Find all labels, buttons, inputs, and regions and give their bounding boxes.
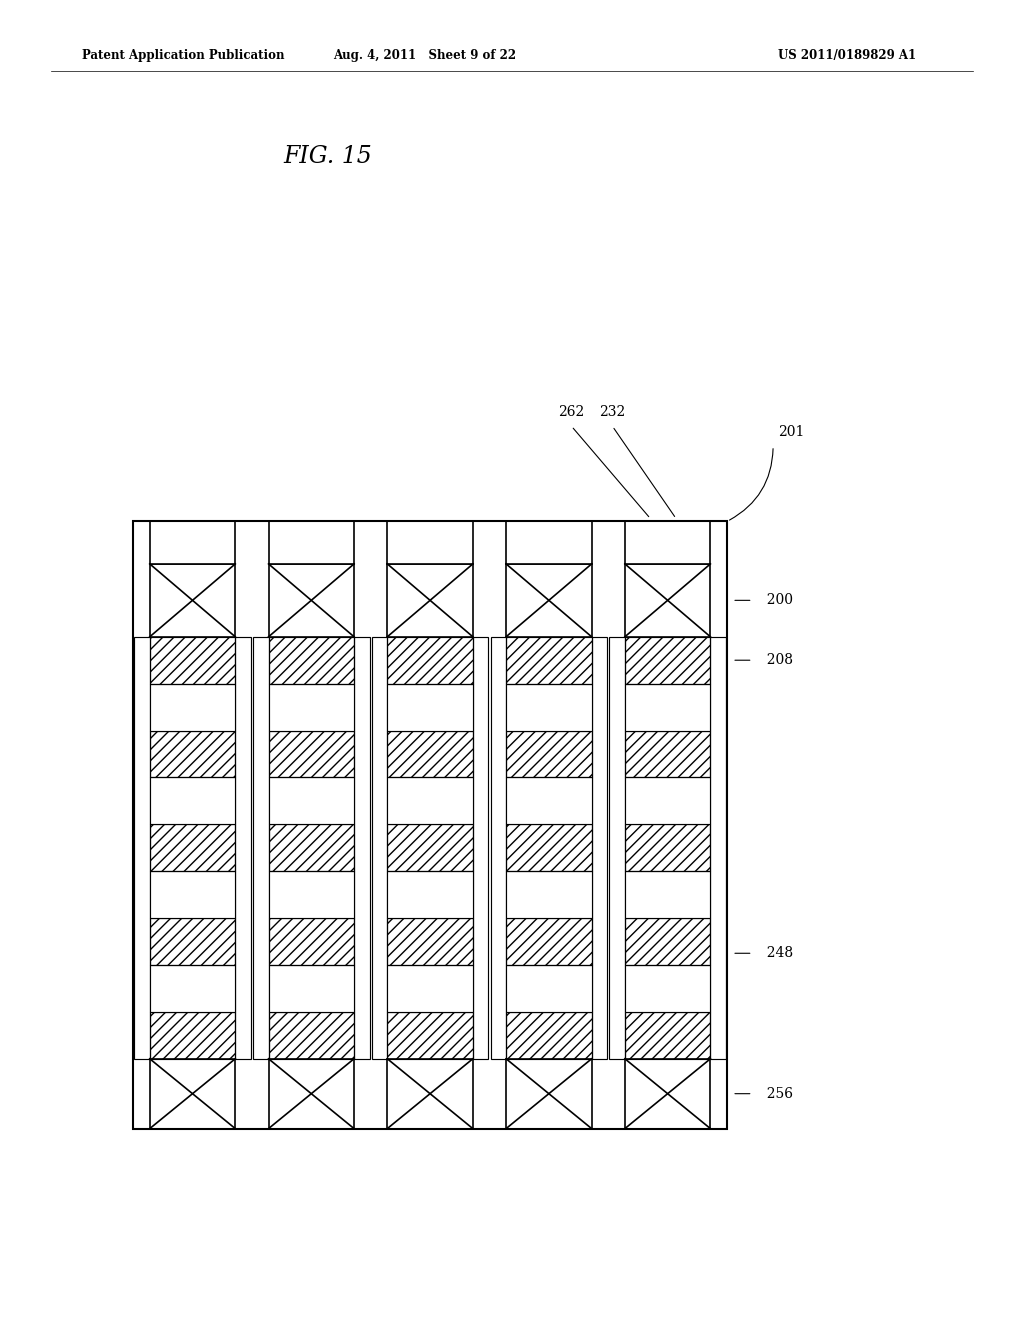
Bar (268, 636, 354, 684)
Text: US 2011/0189829 A1: US 2011/0189829 A1 (778, 49, 916, 62)
Bar (625, 871, 711, 919)
Bar (609, 636, 625, 1059)
Bar (268, 824, 354, 871)
Bar (592, 636, 607, 1059)
Bar (506, 824, 592, 871)
Bar (150, 919, 236, 965)
Bar (354, 636, 370, 1059)
Bar (625, 1012, 711, 1059)
Text: 262: 262 (558, 405, 585, 420)
Bar (387, 777, 473, 824)
Bar (150, 777, 236, 824)
Bar (387, 824, 473, 871)
Bar (625, 684, 711, 730)
Bar (506, 730, 592, 777)
Bar (625, 824, 711, 871)
Bar (473, 636, 488, 1059)
Bar (150, 871, 236, 919)
Text: 232: 232 (599, 405, 626, 420)
Bar (506, 871, 592, 919)
Bar (253, 636, 268, 1059)
Bar (625, 636, 711, 684)
Bar (387, 1059, 473, 1129)
Bar (268, 730, 354, 777)
Bar (150, 1012, 236, 1059)
Text: 201: 201 (778, 425, 805, 440)
Text: Patent Application Publication: Patent Application Publication (82, 49, 285, 62)
Bar (506, 965, 592, 1012)
Bar (625, 521, 711, 564)
Bar (625, 1059, 711, 1129)
Bar (268, 919, 354, 965)
Bar (387, 919, 473, 965)
Bar (387, 521, 473, 564)
Bar (150, 684, 236, 730)
Bar (268, 871, 354, 919)
Text: 256: 256 (758, 1086, 793, 1101)
Bar (268, 1059, 354, 1129)
Bar (387, 871, 473, 919)
Bar (150, 521, 236, 564)
Bar (387, 636, 473, 684)
Bar (506, 777, 592, 824)
Bar (387, 564, 473, 636)
Bar (268, 564, 354, 636)
Bar (150, 564, 236, 636)
Bar (387, 965, 473, 1012)
Bar (134, 636, 150, 1059)
Bar (506, 521, 592, 564)
Bar (150, 824, 236, 871)
Bar (372, 636, 387, 1059)
Text: 208: 208 (758, 653, 793, 667)
Bar (268, 684, 354, 730)
Bar (506, 919, 592, 965)
Bar (268, 521, 354, 564)
Bar (506, 636, 592, 684)
Bar (711, 636, 726, 1059)
Bar (236, 636, 251, 1059)
Text: 200: 200 (758, 593, 793, 607)
Bar (150, 1059, 236, 1129)
Bar (625, 730, 711, 777)
Bar (150, 730, 236, 777)
Bar (133, 521, 727, 1129)
Bar (625, 965, 711, 1012)
Bar (490, 636, 506, 1059)
Bar (268, 777, 354, 824)
Text: Aug. 4, 2011   Sheet 9 of 22: Aug. 4, 2011 Sheet 9 of 22 (334, 49, 516, 62)
Bar (268, 965, 354, 1012)
Bar (387, 684, 473, 730)
Bar (150, 636, 236, 684)
Text: FIG. 15: FIG. 15 (284, 145, 372, 168)
Bar (506, 1012, 592, 1059)
Text: 248: 248 (758, 946, 793, 960)
Bar (268, 1012, 354, 1059)
Bar (625, 777, 711, 824)
Bar (387, 1012, 473, 1059)
Bar (625, 919, 711, 965)
Bar (387, 730, 473, 777)
Bar (506, 1059, 592, 1129)
Bar (625, 564, 711, 636)
Bar (506, 684, 592, 730)
Bar (506, 564, 592, 636)
Bar (150, 965, 236, 1012)
